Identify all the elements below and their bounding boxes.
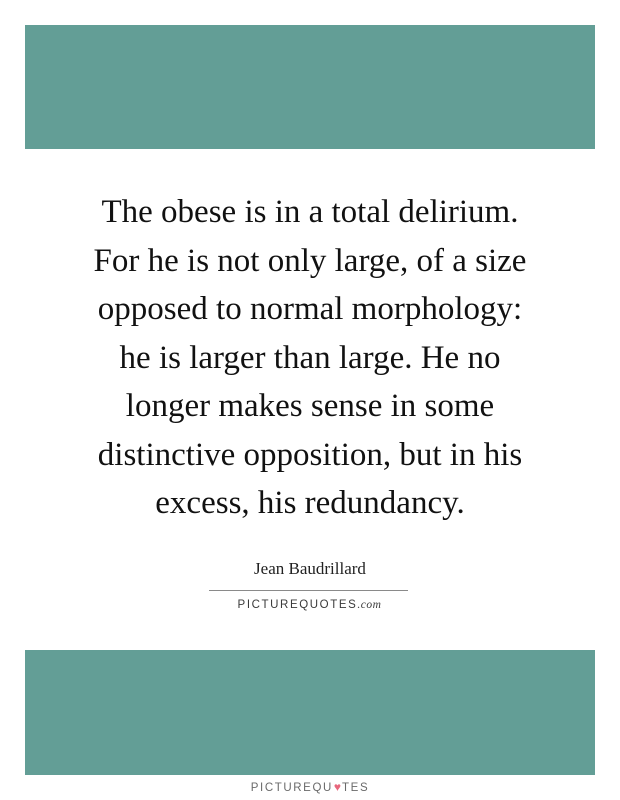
quote-line: excess, his redundancy. (155, 485, 465, 521)
quote-text: The obese is in a total delirium. For he… (40, 188, 580, 528)
quote-line: distinctive opposition, but in his (97, 436, 523, 473)
quote-line: opposed to normal morphology: (97, 291, 523, 327)
heart-icon: ♥ (333, 780, 342, 794)
quote-line: The obese is in a total delirium. (101, 194, 519, 230)
brand-name: PICTUREQUOTES (237, 599, 358, 611)
quote-line: For he is not only large, of a size (93, 242, 527, 279)
quote-line: he is larger than large. He no (119, 339, 501, 376)
quote-line: longer makes sense in some (125, 388, 495, 424)
author-divider (209, 590, 408, 591)
quote-author[interactable]: Jean Baudrillard (254, 559, 366, 578)
brand-suffix: .com (357, 599, 382, 611)
footer-brand-logo: PICTUREQU♥TES (220, 780, 400, 794)
footer-brand-end: TES (342, 782, 370, 794)
bottom-color-band (25, 650, 595, 775)
footer-brand-start: PICTUREQU (250, 782, 333, 794)
brand-watermark: PICTUREQUOTES.com (209, 599, 410, 611)
top-color-band (25, 25, 595, 149)
